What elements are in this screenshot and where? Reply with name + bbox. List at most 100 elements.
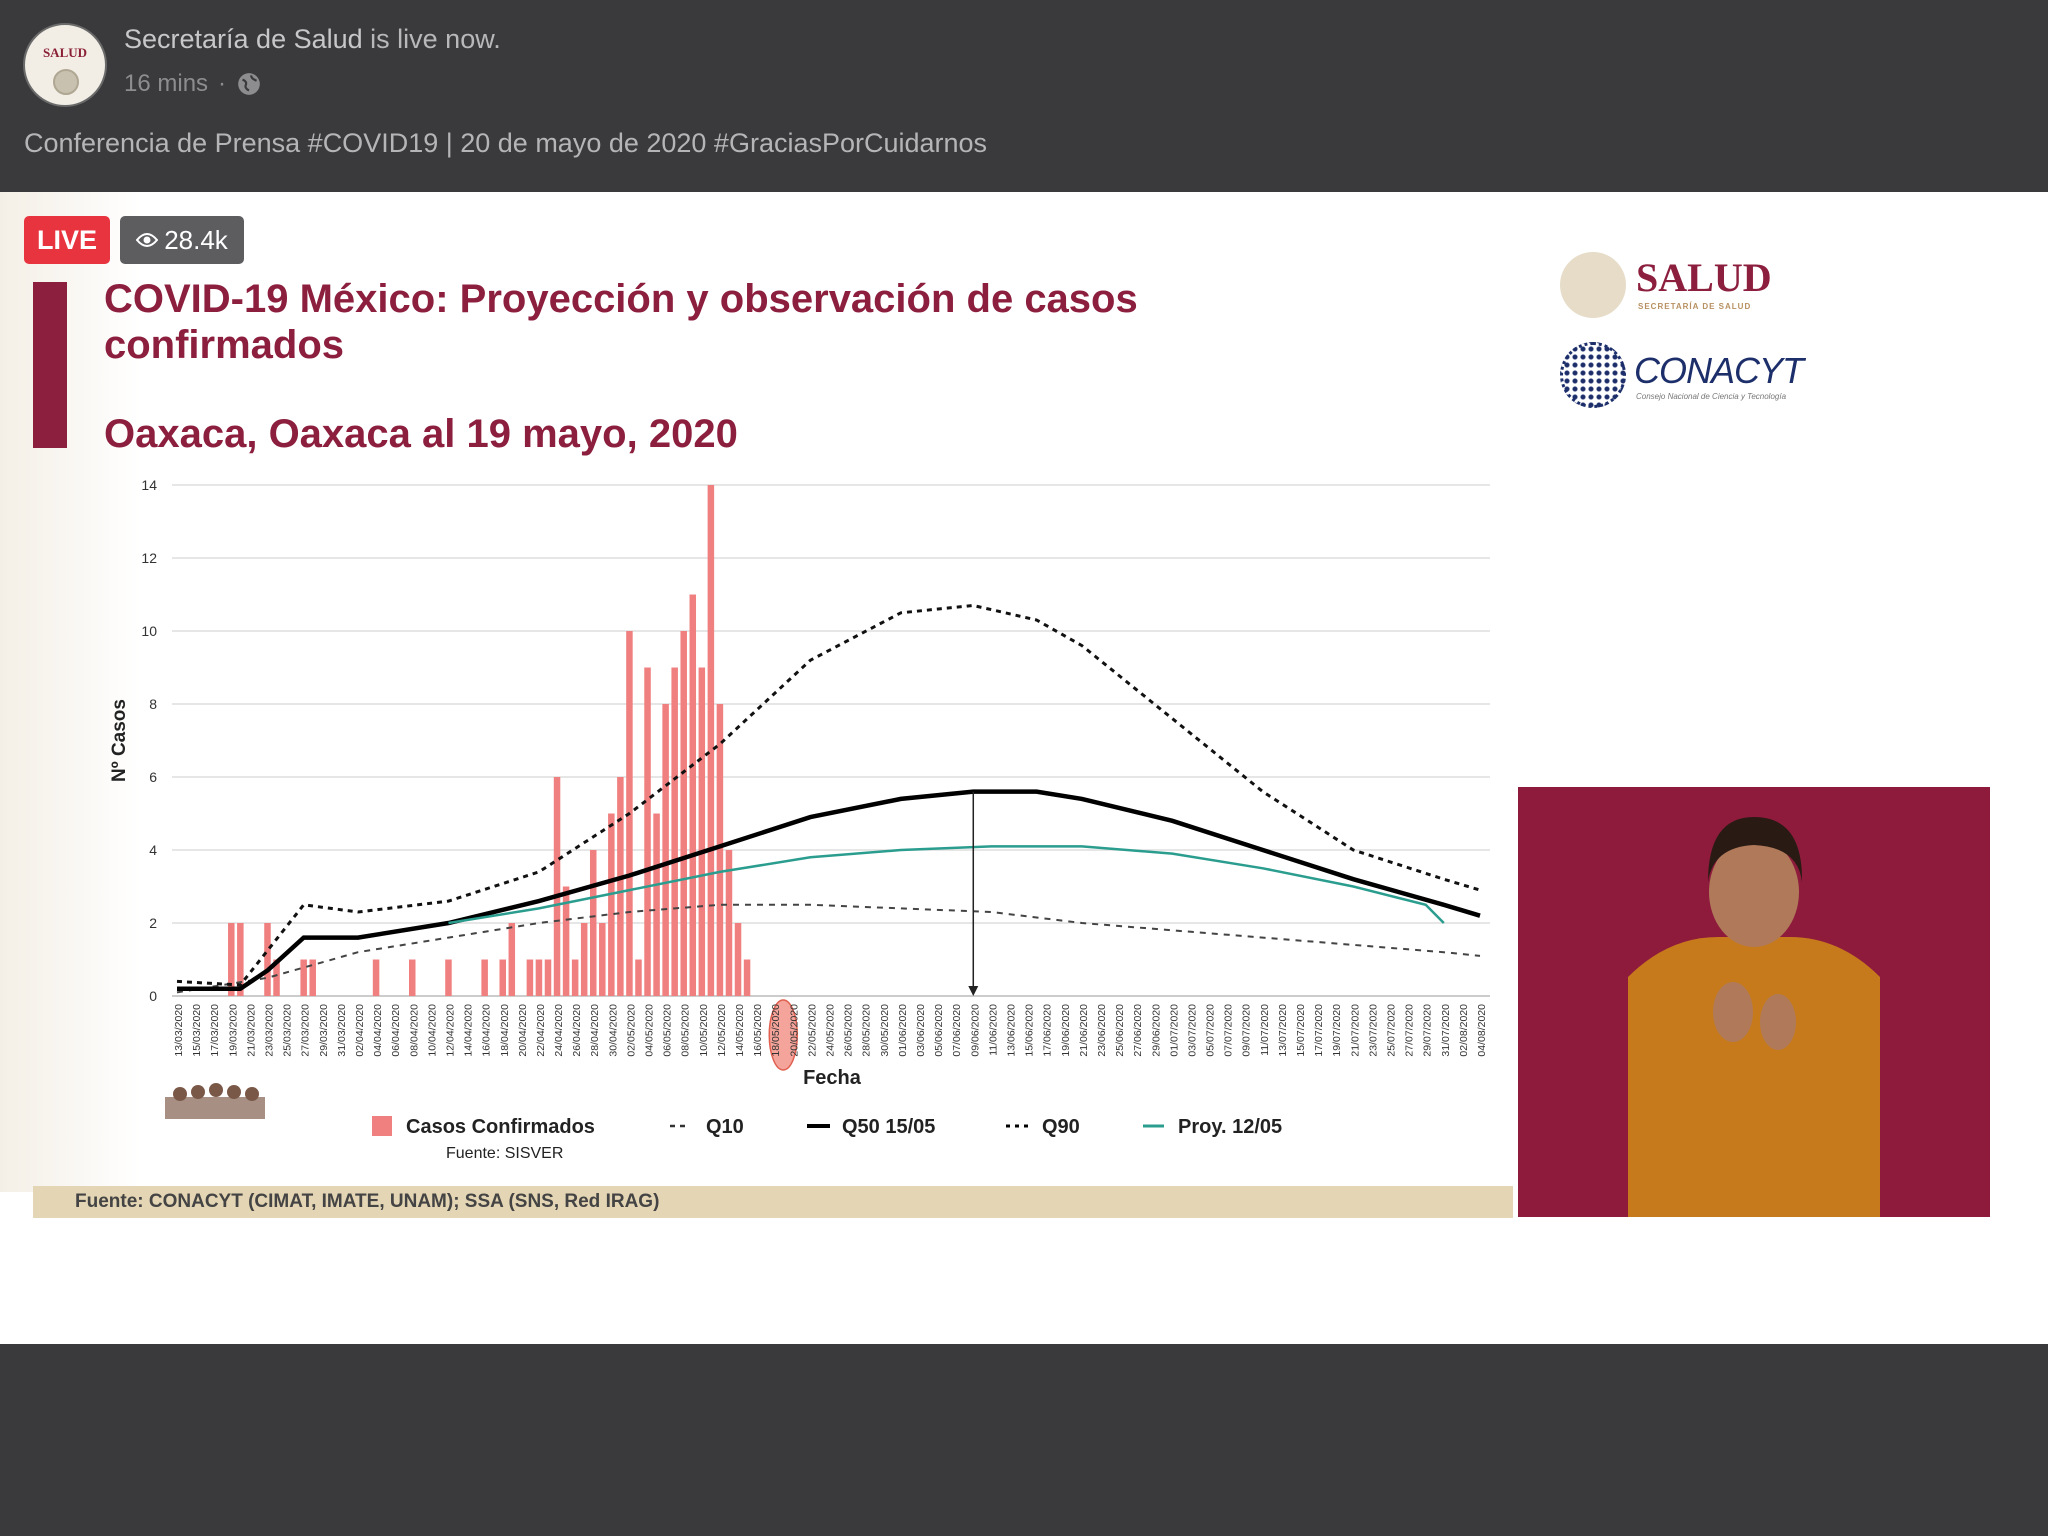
x-tick-label: 06/05/2020 [662, 1004, 674, 1057]
x-tick-label: 07/06/2020 [951, 1004, 963, 1057]
x-tick-label: 02/08/2020 [1458, 1004, 1470, 1057]
x-tick-label: 05/06/2020 [933, 1004, 945, 1057]
x-axis-label: Fecha [803, 1067, 862, 1089]
y-tick-label: 12 [141, 550, 157, 566]
x-tick-label: 20/04/2020 [517, 1004, 529, 1057]
bar [707, 485, 715, 996]
x-tick-label: 21/03/2020 [245, 1004, 257, 1057]
x-tick-label: 02/04/2020 [354, 1004, 366, 1057]
legend-label: Q90 [1042, 1116, 1080, 1138]
x-tick-label: 29/07/2020 [1422, 1004, 1434, 1057]
bar [553, 777, 561, 996]
meta-separator: · [218, 70, 227, 97]
bar [608, 813, 615, 996]
conacyt-logo: CONACYT Consejo Nacional de Ciencia y Te… [1560, 342, 1820, 412]
x-tick-label: 13/03/2020 [173, 1004, 185, 1057]
x-tick-label: 14/05/2020 [734, 1004, 746, 1057]
bar [237, 923, 244, 996]
post-header: SALUD Secretaría de Salud is live now. 1… [0, 0, 2048, 192]
bar [589, 850, 597, 996]
bar [535, 959, 543, 996]
chart-source-note: Fuente: SISVER [446, 1145, 563, 1162]
x-tick-label: 13/06/2020 [1005, 1004, 1017, 1057]
bar [689, 594, 697, 996]
y-axis-label: Nº Casos [109, 699, 130, 782]
page-avatar[interactable]: SALUD [23, 23, 107, 107]
bar [635, 959, 642, 996]
x-tick-label: 08/05/2020 [680, 1004, 692, 1057]
x-tick-label: 12/04/2020 [444, 1004, 456, 1057]
x-tick-label: 14/04/2020 [463, 1004, 475, 1057]
x-tick-label: 26/04/2020 [571, 1004, 583, 1057]
bar [228, 923, 235, 996]
bar [409, 959, 416, 996]
x-tick-label: 16/05/2020 [752, 1004, 764, 1057]
x-tick-label: 15/06/2020 [1024, 1004, 1036, 1057]
chart-canvas: 0 2 4 6 8 10 12 14 Nº Casos 13/03/2020 15/03/2020 1… [109, 477, 1490, 1162]
bar [481, 959, 488, 996]
interpreter-figure [1628, 817, 1880, 1217]
x-tick-label: 08/04/2020 [408, 1004, 420, 1057]
x-tick-label: 02/05/2020 [625, 1004, 637, 1057]
bar [264, 923, 271, 996]
bar [508, 923, 516, 996]
x-tick-label: 09/07/2020 [1241, 1004, 1253, 1057]
x-tick-label: 31/07/2020 [1440, 1004, 1452, 1057]
x-tick-label: 25/06/2020 [1114, 1004, 1126, 1057]
bar [544, 959, 552, 996]
y-tick-label: 0 [149, 988, 157, 1004]
viewer-count-badge: 28.4k [120, 216, 244, 264]
x-tick-label: 10/04/2020 [426, 1004, 438, 1057]
y-tick-label: 10 [141, 623, 157, 639]
bar [725, 850, 733, 996]
bar [680, 631, 687, 996]
x-tick-label: 28/04/2020 [589, 1004, 601, 1057]
x-tick-label: 09/06/2020 [969, 1004, 981, 1057]
x-tick-label: 07/07/2020 [1223, 1004, 1235, 1057]
x-tick-label: 15/03/2020 [191, 1004, 203, 1057]
bar [300, 959, 307, 996]
conacyt-dots-icon [1560, 342, 1626, 408]
series-line-q50-15-05 [177, 789, 1481, 991]
slide-title: COVID-19 México: Proyección y observació… [104, 277, 1138, 367]
eye-icon [136, 233, 159, 247]
post-time[interactable]: 16 mins [124, 70, 209, 97]
x-tick-label: 11/07/2020 [1259, 1004, 1271, 1056]
x-tick-label: 22/04/2020 [535, 1004, 547, 1057]
x-tick-label: 11/06/2020 [987, 1004, 999, 1056]
bar [671, 667, 678, 996]
x-tick-label: 21/07/2020 [1349, 1004, 1361, 1057]
mexico-seal-icon [1560, 252, 1626, 318]
x-tick-label: 10/05/2020 [698, 1004, 710, 1057]
x-tick-label: 17/06/2020 [1042, 1004, 1054, 1057]
bar [526, 959, 534, 996]
bar [309, 959, 316, 996]
post-bottom-area [0, 1344, 2048, 1536]
x-tick-label: 27/03/2020 [300, 1004, 312, 1057]
video-player[interactable]: 0 2 4 6 8 10 12 14 Nº Casos 13/03/2020 15/03/2020 1… [0, 192, 2048, 1344]
bar [662, 704, 669, 996]
bar [580, 923, 588, 996]
x-tick-label: 24/05/2020 [825, 1004, 837, 1057]
x-tick-label: 30/05/2020 [879, 1004, 891, 1057]
x-tick-label: 18/04/2020 [499, 1004, 511, 1057]
x-tick-label: 17/03/2020 [209, 1004, 221, 1057]
x-tick-label: 12/05/2020 [716, 1004, 728, 1057]
x-tick-label: 05/07/2020 [1205, 1004, 1217, 1057]
x-tick-label: 04/05/2020 [644, 1004, 656, 1057]
bar [372, 959, 380, 996]
legend-label: Q10 [706, 1116, 744, 1138]
viewer-count: 28.4k [164, 224, 228, 255]
x-tick-label: 31/03/2020 [336, 1004, 348, 1057]
page-name-link[interactable]: Secretaría de Salud [124, 24, 363, 54]
salud-logo-text: SALUD [1636, 255, 1772, 300]
post-title: Conferencia de Prensa #COVID19 | 20 de m… [24, 128, 988, 158]
x-tick-label: 03/07/2020 [1186, 1004, 1198, 1057]
x-tick-label: 16/04/2020 [481, 1004, 493, 1057]
x-tick-label: 19/03/2020 [227, 1004, 239, 1057]
title-accent-bar [33, 282, 67, 448]
bar [617, 777, 624, 996]
x-tick-label: 04/04/2020 [372, 1004, 384, 1057]
x-tick-label: 26/05/2020 [843, 1004, 855, 1057]
live-status-text: is live now. [370, 24, 501, 54]
